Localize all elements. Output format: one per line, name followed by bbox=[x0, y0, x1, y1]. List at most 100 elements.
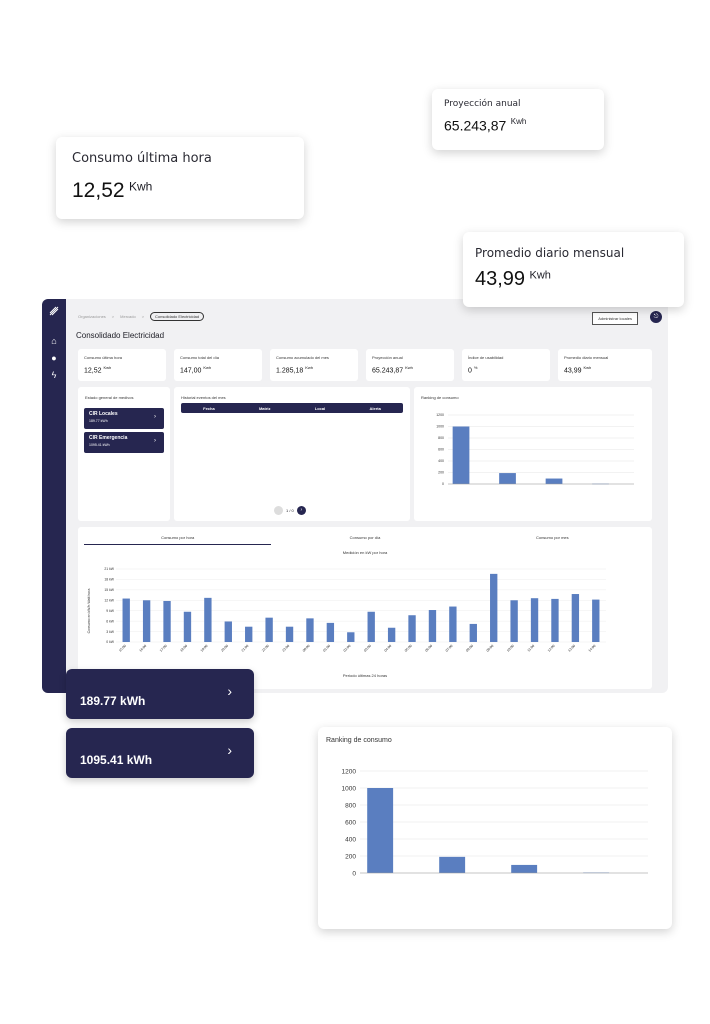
bar bbox=[510, 600, 518, 642]
tab-consumo-por-hora[interactable]: Consumo por hora bbox=[84, 533, 272, 545]
kpi-indice-usabilidad: Índice de usabilidad 0 % bbox=[462, 349, 550, 381]
kpi-promedio-diario-mensual: Promedio diario mensual 43,99 Kwh bbox=[558, 349, 652, 381]
x-tick-label: 08:00 bbox=[465, 644, 474, 653]
tab-consumo-por-mes[interactable]: Consumo por mes bbox=[535, 535, 569, 540]
tab-consumo-por-dia[interactable]: Consumo por día bbox=[349, 535, 381, 540]
bar bbox=[408, 615, 416, 642]
y-tick-label: 18 kW bbox=[104, 578, 114, 582]
cir-locales-card[interactable]: CIR Locales 189.77 kWh › bbox=[84, 408, 164, 429]
y-tick-label: 400 bbox=[345, 836, 356, 843]
column-header[interactable]: Matriz bbox=[258, 405, 271, 411]
kpi-label: Consumo acumulado del mes bbox=[276, 355, 329, 360]
water-drop-icon[interactable]: ● bbox=[51, 353, 57, 363]
bar bbox=[469, 623, 477, 642]
logout-button[interactable]: ⎋ bbox=[650, 311, 662, 323]
kpi-card-unit: Kwh bbox=[129, 179, 153, 194]
y-tick-label: 0 bbox=[352, 870, 356, 877]
kpi-consumo-total-dia: Consumo total del día 147,00 Kwh bbox=[174, 349, 262, 381]
kpi-value: 65.243,87 bbox=[372, 367, 404, 375]
x-tick-label: 19:00 bbox=[200, 644, 209, 653]
kpi-value-row: 43,99 Kwh bbox=[564, 365, 646, 374]
x-tick-label: 21:00 bbox=[241, 644, 250, 653]
kpi-proyeccion-anual: Proyección anual 65.243,87 Kwh bbox=[366, 349, 454, 381]
x-tick-label: 18:00 bbox=[179, 644, 188, 653]
bar bbox=[224, 621, 232, 642]
kpi-label: Consumo total del día bbox=[180, 355, 219, 360]
page-indicator: 1 / 0 bbox=[286, 508, 294, 513]
x-tick-label: 00:00 bbox=[302, 644, 311, 653]
consumo-chart-panel: Consumo por hora Consumo por día Consumo… bbox=[78, 527, 652, 689]
y-tick-label: 3 kW bbox=[106, 630, 115, 634]
y-tick-label: 800 bbox=[438, 436, 444, 440]
bar bbox=[347, 632, 355, 642]
x-tick-label: 11:00 bbox=[527, 644, 536, 653]
column-header[interactable]: Alerta bbox=[369, 405, 381, 411]
cir-value: 1095.41 kWh bbox=[80, 753, 153, 767]
y-tick-label: 200 bbox=[345, 853, 356, 860]
kpi-card-unit: Kwh bbox=[510, 117, 527, 126]
kpi-card-value: 12,52 bbox=[72, 179, 125, 202]
historial-eventos-panel: Historial eventos del mes Fecha Matriz L… bbox=[174, 387, 410, 521]
kpi-consumo-acumulado-mes: Consumo acumulado del mes 1.285,18 Kwh bbox=[270, 349, 358, 381]
next-page-button[interactable]: › bbox=[296, 506, 306, 515]
logo-icon bbox=[48, 305, 60, 317]
chevron-right-icon: › bbox=[227, 683, 232, 699]
cir-locales-floating-card[interactable]: 189.77 kWh › bbox=[66, 669, 254, 719]
breadcrumb-item[interactable]: Mercado bbox=[120, 314, 136, 319]
x-tick-label: 09:00 bbox=[486, 644, 495, 653]
x-tick-label: 06:00 bbox=[424, 644, 433, 653]
kpi-card-label: Consumo última hora bbox=[72, 151, 212, 166]
kpi-value: 43,99 bbox=[564, 367, 582, 375]
column-header[interactable]: Local bbox=[314, 405, 326, 411]
x-tick-label: 01:00 bbox=[322, 644, 331, 653]
kpi-value-row: 0 % bbox=[468, 365, 544, 374]
x-tick-label: 04:00 bbox=[383, 644, 392, 653]
x-tick-label: 07:00 bbox=[445, 644, 454, 653]
x-tick-label: 02:00 bbox=[343, 644, 352, 653]
kpi-card-value: 43,99 bbox=[475, 268, 526, 290]
bar bbox=[530, 598, 539, 642]
bar bbox=[183, 611, 192, 642]
y-tick-label: 600 bbox=[345, 819, 356, 826]
cir-emergencia-card[interactable]: CIR Emergencia 1095.41 kWh › bbox=[84, 432, 164, 453]
kpi-card-unit: Kwh bbox=[529, 269, 551, 282]
panel-title: Estado general de medivos bbox=[85, 395, 134, 400]
breadcrumb-item[interactable]: Organizaciones bbox=[78, 314, 106, 319]
panel-title: Ranking de consumo bbox=[421, 395, 459, 400]
previous-page-button[interactable] bbox=[274, 506, 283, 515]
x-tick-label: 03:00 bbox=[363, 644, 372, 653]
x-tick-label: 17:00 bbox=[159, 644, 168, 653]
cir-value: 189.77 kWh bbox=[89, 419, 108, 423]
dashboard-screenshot: ⌂ ● ϟ Organizaciones > Mercado > Consoli… bbox=[42, 299, 668, 693]
bar bbox=[490, 573, 498, 642]
estado-general-panel: Estado general de medivos CIR Locales 18… bbox=[78, 387, 170, 521]
x-tick-label: 22:00 bbox=[261, 644, 270, 653]
bar bbox=[142, 600, 151, 642]
chevron-right-icon: › bbox=[154, 414, 156, 420]
bar bbox=[551, 598, 559, 642]
kpi-card-consumo-ultima-hora: Consumo última hora 12,52 Kwh bbox=[56, 137, 304, 219]
kpi-label: Consumo última hora bbox=[84, 355, 123, 360]
kpi-unit: Kwh bbox=[583, 365, 592, 370]
breadcrumb-current: Consolidado Electricidad bbox=[150, 312, 205, 321]
bar bbox=[387, 627, 396, 642]
bar bbox=[122, 598, 130, 642]
lightning-icon[interactable]: ϟ bbox=[51, 370, 57, 380]
cir-emergencia-floating-card[interactable]: 1095.41 kWh › bbox=[66, 728, 254, 778]
kpi-value: 12,52 bbox=[84, 367, 102, 375]
kpi-label: Promedio diario mensual bbox=[564, 355, 609, 360]
admin-locales-button[interactable]: Administrar locales bbox=[592, 312, 638, 325]
cir-name: CIR Emergencia bbox=[89, 435, 128, 441]
sidebar: ⌂ ● ϟ bbox=[42, 299, 66, 693]
panel-title: Historial eventos del mes bbox=[181, 395, 226, 400]
kpi-label: Índice de usabilidad bbox=[468, 355, 504, 360]
home-icon[interactable]: ⌂ bbox=[51, 336, 57, 346]
kpi-card-value-row: 12,52 Kwh bbox=[72, 179, 152, 203]
bar bbox=[452, 426, 470, 484]
kpi-unit: % bbox=[473, 365, 478, 370]
y-tick-label: 400 bbox=[438, 459, 444, 463]
column-header[interactable]: Fecha bbox=[203, 405, 215, 411]
kpi-card-label: Promedio diario mensual bbox=[475, 246, 625, 260]
x-tick-label: 14:00 bbox=[588, 644, 597, 653]
main-content: Organizaciones > Mercado > Consolidado E… bbox=[66, 299, 668, 693]
